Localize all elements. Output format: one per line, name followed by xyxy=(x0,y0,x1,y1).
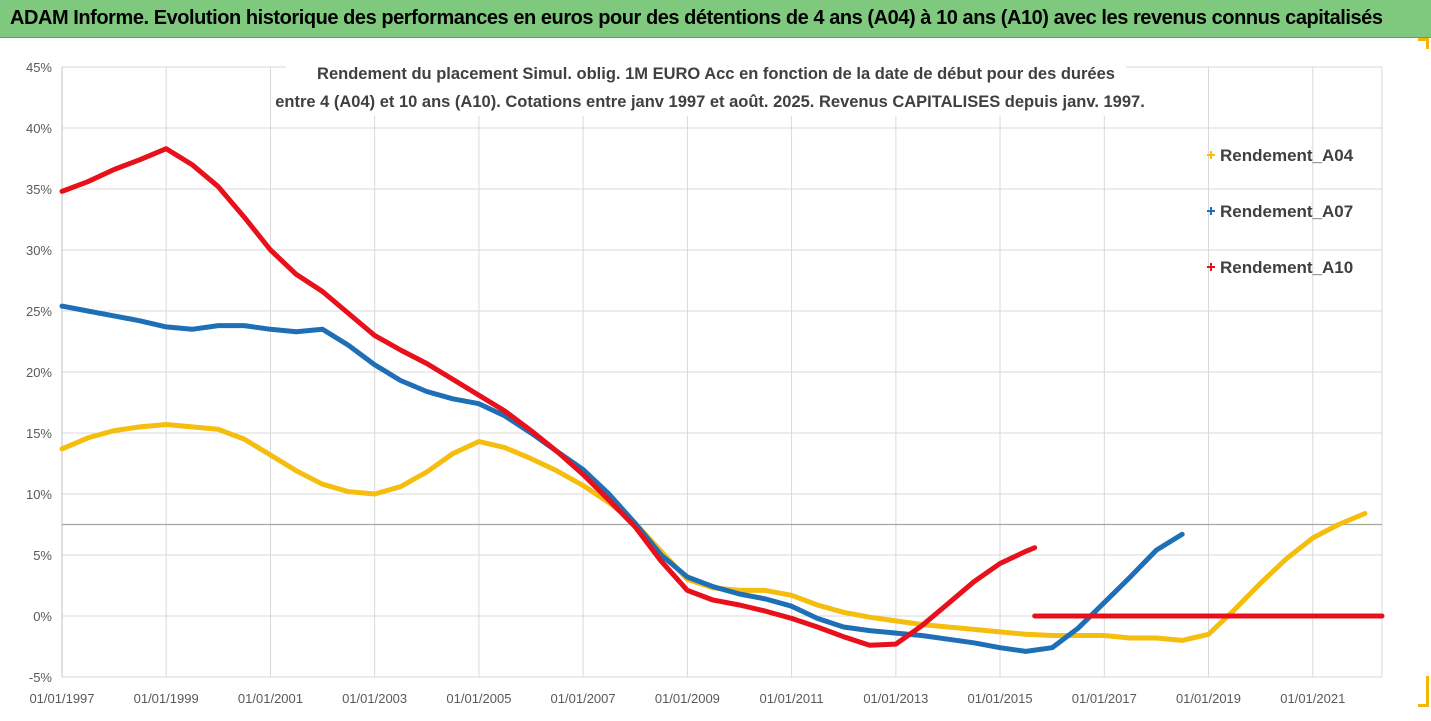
chart-banner: ADAM Informe. Evolution historique des p… xyxy=(0,0,1431,38)
x-axis-ticks: 01/01/1997 01/01/1999 01/01/2001 01/01/2003… xyxy=(29,691,1345,706)
legend-label: Rendement_A07 xyxy=(1220,202,1353,221)
x-tick-label: 01/01/2001 xyxy=(238,691,303,706)
y-tick-label: 5% xyxy=(33,548,52,563)
y-tick-label: 0% xyxy=(33,609,52,624)
x-tick-label: 01/01/2009 xyxy=(655,691,720,706)
y-tick-label: -5% xyxy=(29,670,53,685)
series-line-rendement_a07 xyxy=(59,303,1185,654)
x-tick-label: 01/01/2003 xyxy=(342,691,407,706)
x-tick-label: 01/01/2005 xyxy=(446,691,511,706)
y-tick-label: 25% xyxy=(26,304,52,319)
title-background xyxy=(286,50,1126,116)
chart-title-line2: entre 4 (A04) et 10 ans (A10). Cotations… xyxy=(275,93,1145,111)
y-tick-label: 30% xyxy=(26,243,52,258)
y-axis-ticks: 45% 40% 35% 30% 25% 20% 15% 10% 5% 0% -5% xyxy=(26,60,52,685)
y-tick-label: 45% xyxy=(26,60,52,75)
x-tick-label: 01/01/2019 xyxy=(1176,691,1241,706)
y-tick-label: 10% xyxy=(26,487,52,502)
x-tick-label: 01/01/2013 xyxy=(863,691,928,706)
legend-entry-rendement_a04: Rendement_A04 xyxy=(1207,146,1354,165)
legend-entry-rendement_a07: Rendement_A07 xyxy=(1207,202,1353,221)
x-tick-label: 01/01/1997 xyxy=(29,691,94,706)
legend-label: Rendement_A10 xyxy=(1220,258,1353,277)
banner-title: ADAM Informe. Evolution historique des p… xyxy=(10,7,1383,29)
y-tick-label: 40% xyxy=(26,121,52,136)
x-tick-label: 01/01/2021 xyxy=(1280,691,1345,706)
series-lines xyxy=(59,146,1385,654)
x-tick-label: 01/01/2007 xyxy=(551,691,616,706)
corner-mark-bottom xyxy=(1418,676,1429,707)
x-tick-label: 01/01/2017 xyxy=(1072,691,1137,706)
legend-entry-rendement_a10: Rendement_A10 xyxy=(1207,258,1353,277)
y-tick-label: 20% xyxy=(26,365,52,380)
legend: Rendement_A04 Rendement_A07 Rendement_A10 xyxy=(1207,146,1354,277)
axis-lines xyxy=(61,67,1382,677)
series-line-rendement_a04 xyxy=(59,422,1368,643)
series-line-rendement_a10 xyxy=(59,146,1038,648)
x-tick-label: 01/01/2015 xyxy=(967,691,1032,706)
y-tick-label: 15% xyxy=(26,426,52,441)
x-tick-label: 01/01/2011 xyxy=(760,691,824,706)
corner-mark-top xyxy=(1418,38,1429,49)
chart-title-line1: Rendement du placement Simul. oblig. 1M … xyxy=(317,65,1115,83)
legend-label: Rendement_A04 xyxy=(1220,146,1354,165)
grid-lines xyxy=(61,66,1383,678)
x-tick-label: 01/01/1999 xyxy=(134,691,199,706)
performance-line-chart: 45% 40% 35% 30% 25% 20% 15% 10% 5% 0% -5% 01/01/19… xyxy=(26,50,1385,706)
y-tick-label: 35% xyxy=(26,182,52,197)
